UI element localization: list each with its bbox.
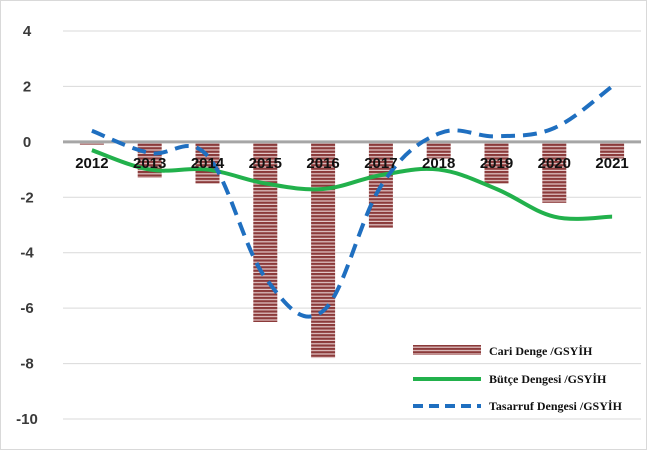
bar (311, 141, 336, 359)
butce-line (91, 148, 613, 221)
legend-swatch-bar (413, 345, 481, 355)
x-tick-label: 2018 (422, 155, 455, 172)
bar (600, 141, 625, 159)
y-tick-label: -10 (16, 411, 38, 428)
line-series (91, 84, 614, 319)
x-tick-label: 2020 (538, 155, 571, 172)
x-tick-label: 2015 (249, 155, 282, 172)
bar (542, 141, 567, 203)
y-tick-label: -4 (20, 245, 34, 262)
bar (426, 141, 451, 159)
legend-label: Bütçe Dengesi /GSYİH (489, 372, 607, 386)
x-tick-labels: 2012 2013 2014 2015 2016 2017 2018 2019 2020 2021 (75, 155, 629, 172)
y-tick-label: 2 (23, 78, 31, 95)
bar (484, 141, 509, 184)
legend-label: Tasarruf Dengesi /GSYİH (489, 399, 623, 413)
y-tick-labels: 4 2 0 -2 -4 -6 -8 -10 (16, 23, 38, 428)
x-tick-label: 2017 (364, 155, 397, 172)
gridlines (63, 30, 641, 420)
y-tick-label: -8 (20, 356, 33, 373)
bar-series (79, 141, 625, 359)
x-tick-label: 2014 (191, 155, 225, 172)
y-tick-label: 4 (23, 23, 32, 40)
x-tick-label: 2019 (480, 155, 513, 172)
legend: Cari Denge /GSYİH Bütçe Dengesi /GSYİH Tas… (413, 344, 623, 413)
x-tick-label: 2021 (595, 155, 628, 172)
x-tick-label: 2013 (133, 155, 166, 172)
y-tick-label: -6 (20, 300, 33, 317)
y-tick-label: 0 (23, 134, 31, 151)
y-tick-label: -2 (20, 189, 33, 206)
legend-label: Cari Denge /GSYİH (489, 344, 593, 358)
x-tick-label: 2012 (75, 155, 108, 172)
x-tick-label: 2016 (306, 155, 339, 172)
tasarruf-line (91, 84, 614, 319)
bar (253, 141, 278, 322)
